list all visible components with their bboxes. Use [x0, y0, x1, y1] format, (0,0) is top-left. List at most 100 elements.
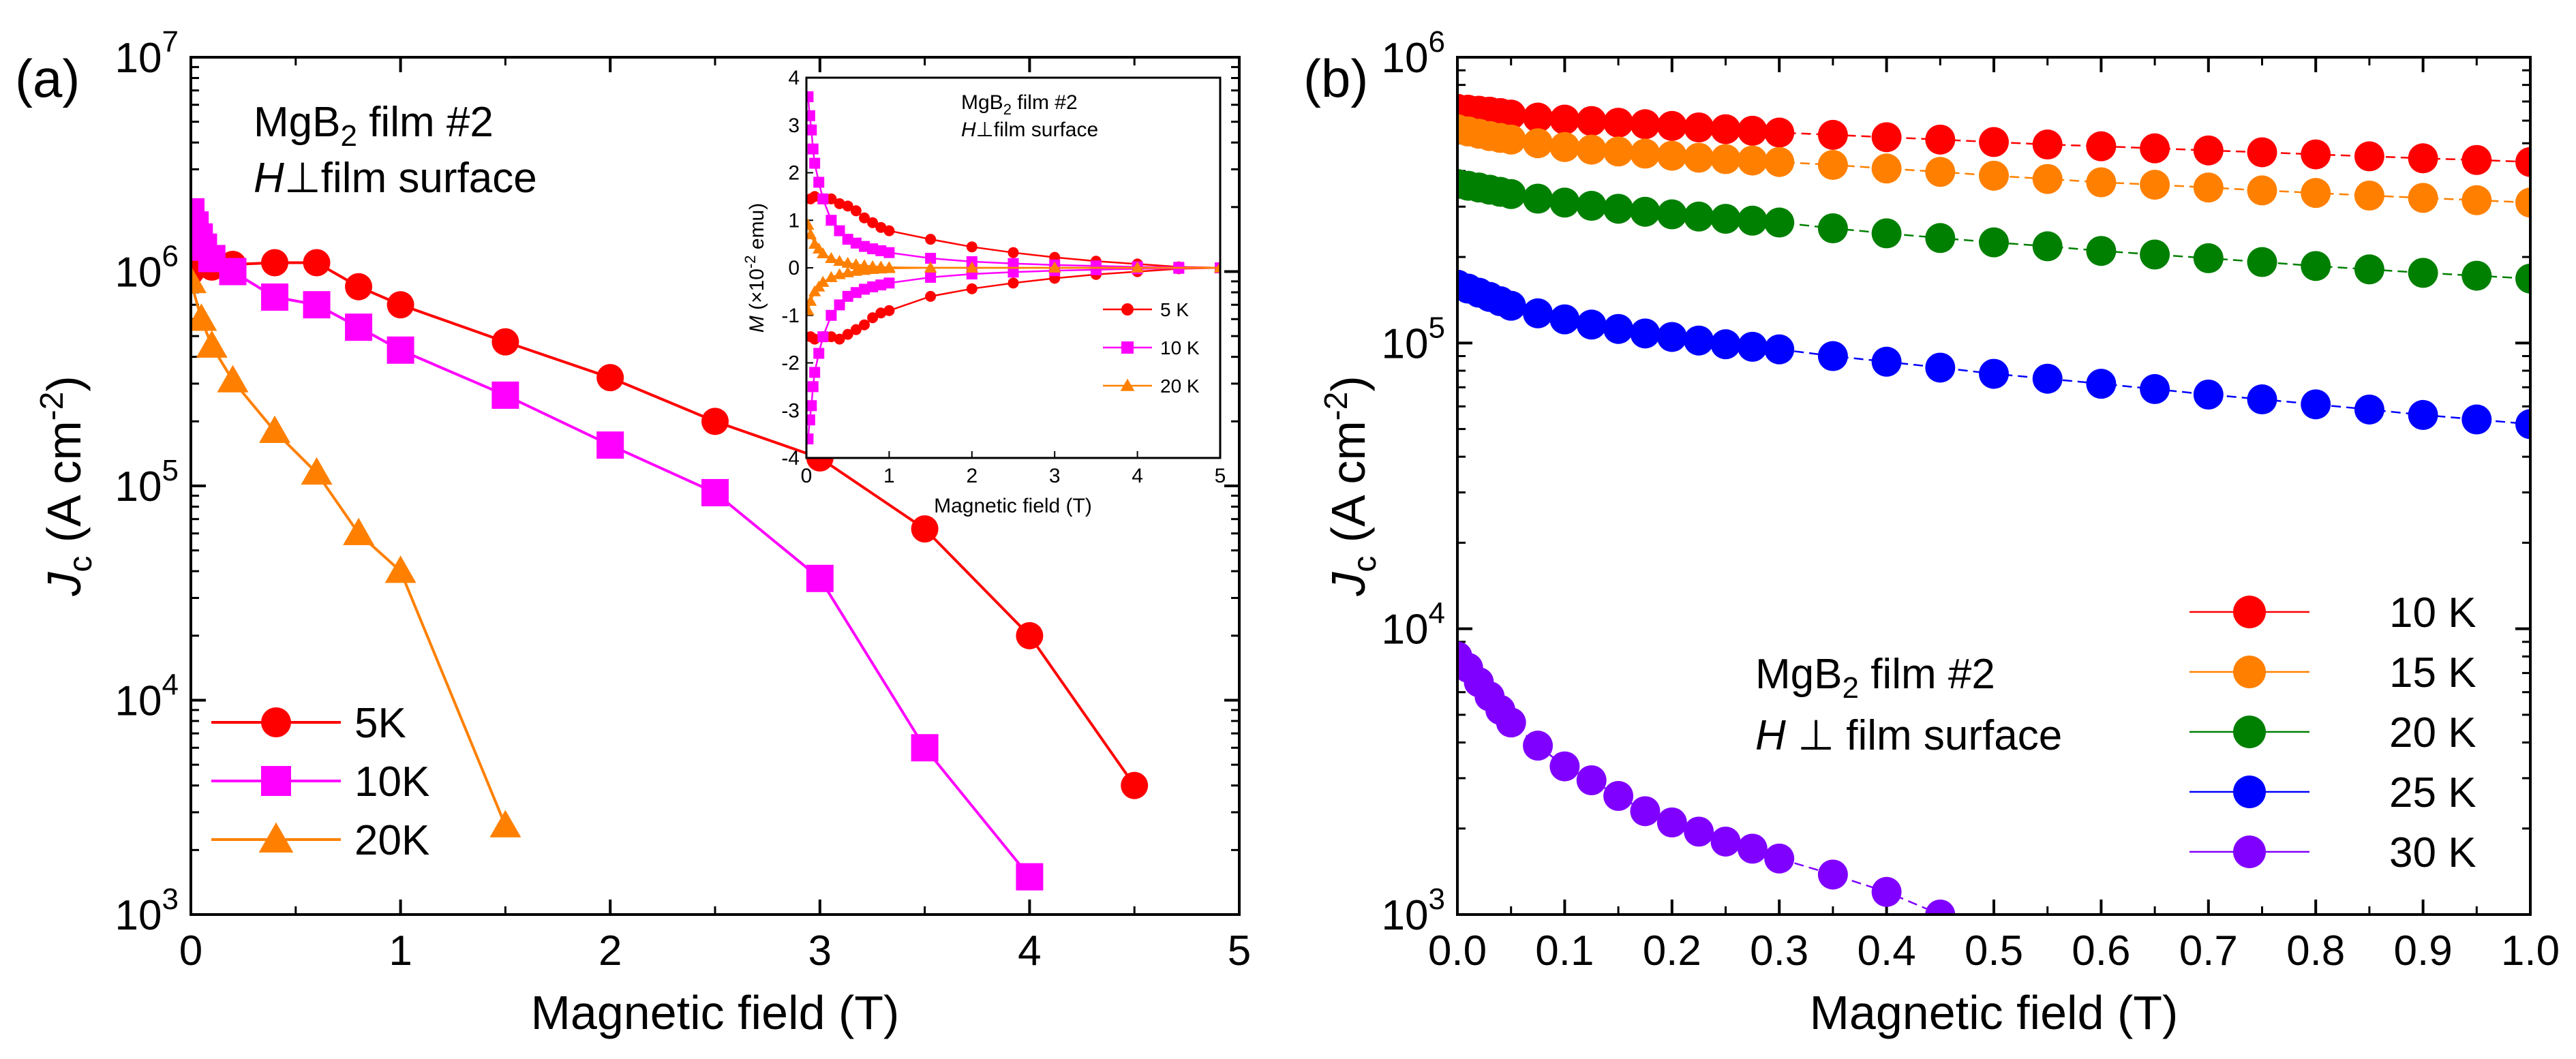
inset-data-point — [817, 331, 829, 343]
panel-b-data-point — [2247, 137, 2277, 168]
inset-data-point — [858, 212, 870, 224]
panel-a-x-tick-label: 4 — [1018, 927, 1041, 974]
inset-data-point — [858, 319, 870, 331]
inset-y-tick-label: -3 — [781, 399, 800, 422]
inset-legend-marker — [1121, 341, 1134, 354]
panel-a-y-tick-label: 107 — [115, 25, 179, 82]
panel-b-y-title-sub: c — [1347, 556, 1383, 572]
panel-a-y-tick-label: 104 — [115, 669, 179, 725]
panel-b-data-point — [2247, 384, 2277, 415]
panel-b-data-point — [1871, 876, 1902, 907]
inset-data-point — [825, 331, 837, 343]
panel-b-x-tick-label: 1.0 — [2501, 927, 2560, 974]
inset-series-20 K — [806, 219, 1220, 316]
inset-data-point — [806, 219, 815, 230]
panel-b-data-point — [1684, 325, 1714, 356]
panel-b-data-point — [1684, 142, 1714, 173]
panel-b-y-tick-label: 105 — [1382, 311, 1445, 367]
panel-a-y-tick-label: 106 — [115, 240, 179, 296]
panel-b-data-point — [1630, 318, 1661, 349]
panel-a-annotation-line1: MgB2 film #2 — [254, 99, 494, 153]
panel-b-data-point — [2193, 243, 2224, 273]
panel-a-data-point — [1121, 771, 1149, 799]
panel-a-legend-entry: 20K — [211, 817, 429, 864]
panel-b-data-point — [1925, 124, 1956, 155]
panel-b-data-point — [2354, 181, 2384, 211]
panel-b-y-title-main: J — [1322, 572, 1375, 597]
panel-b-data-point — [1764, 117, 1795, 148]
panel-b-data-point — [1549, 104, 1580, 135]
panel-b-data-point — [1523, 731, 1554, 761]
panel-b-data-point — [1737, 205, 1768, 236]
panel-b-data-point — [1710, 204, 1741, 234]
inset-data-point — [883, 305, 895, 316]
panel-b-data-point — [1871, 218, 1902, 249]
panel-b-legend-entry: 20 K — [2189, 709, 2476, 756]
inset-y-tick-label: -4 — [781, 447, 800, 470]
panel-a-y-tick-label: 103 — [115, 882, 179, 939]
inset-data-point — [817, 275, 830, 287]
panel-b-data-point — [1737, 115, 1768, 146]
inset-annot-main: MgB — [961, 91, 1003, 114]
panel-b-data-point — [1496, 290, 1526, 321]
inset-data-point — [867, 281, 879, 292]
panel-b-data-point — [1979, 227, 2009, 258]
panel-a-legend: 5K 10K 20K — [211, 700, 429, 864]
panel-b-legend-marker — [2233, 716, 2266, 748]
inset-data-point — [966, 283, 978, 294]
panel-a-annot-main: MgB — [254, 99, 340, 146]
panel-b-data-point — [2515, 263, 2530, 294]
panel-b-y-axis-title: Jc (A cm-2) — [1318, 375, 1383, 596]
panel-b-data-point — [1656, 199, 1687, 230]
panel-b-data-point — [1710, 826, 1741, 857]
panel-b-legend-marker — [2233, 656, 2266, 688]
inset-data-point — [806, 294, 817, 306]
inset-frame — [805, 76, 1222, 459]
panel-a-data-point — [345, 273, 373, 301]
panel-a-data-point — [1016, 621, 1044, 649]
panel-b-legend-label: 30 K — [2389, 829, 2476, 876]
panel-b-data-point — [1684, 816, 1714, 847]
inset-legend-entry: 20 K — [1103, 375, 1200, 397]
panel-b-data-point — [1523, 298, 1554, 328]
panel-b-data-point — [1630, 796, 1661, 827]
panel-a-annot-perp: ⊥film surface — [284, 155, 537, 202]
inset-data-point — [809, 333, 821, 345]
panel-b-data-point — [2140, 239, 2170, 270]
panel-b-data-point — [2032, 129, 2063, 160]
inset-data-point — [925, 271, 937, 283]
panel-b-legend-label: 10 K — [2389, 589, 2476, 636]
inset-data-point — [924, 261, 937, 273]
inset-data-point — [875, 221, 887, 233]
panel-b-data-point — [2193, 172, 2224, 203]
panel-b-data-point — [1603, 313, 1634, 344]
panel-b-data-point — [1710, 114, 1741, 144]
panel-b-x-tick-label: 0.1 — [1535, 927, 1594, 974]
inset-data-point — [806, 228, 817, 240]
panel-b-data-point — [1764, 334, 1795, 365]
inset-data-point — [1048, 261, 1061, 273]
panel-a-y-title-sub: c — [63, 556, 99, 572]
panel-b-legend-marker — [2233, 835, 2266, 868]
panel-b-data-point — [2354, 254, 2384, 285]
panel-b-data-point — [2247, 247, 2277, 277]
panel-a-x-tick-label: 1 — [389, 927, 412, 974]
inset-x-tick-label: 5 — [1215, 465, 1226, 487]
panel-b-x-tick-label: 0.7 — [2179, 927, 2238, 974]
inset-data-point — [883, 262, 896, 273]
panel-b-data-point — [1576, 309, 1607, 340]
panel-b-data-point — [1925, 223, 1956, 254]
inset-data-point — [834, 225, 845, 236]
panel-b-series-30 K — [1457, 641, 1956, 915]
panel-b-data-point — [2086, 131, 2117, 162]
panel-b-data-point — [2461, 404, 2492, 435]
panel-b-data-point — [1925, 157, 1956, 187]
panel-a-legend-label: 10K — [354, 758, 429, 805]
inset-x-tick-label: 3 — [1049, 465, 1061, 487]
panel-a-y-axis-title: Jc (A cm-2) — [34, 375, 99, 596]
panel-b-legend-label: 25 K — [2389, 769, 2476, 816]
inset-legend-marker — [1121, 303, 1134, 316]
panel-a-series-line — [191, 281, 507, 827]
panel-b-data-point — [1764, 207, 1795, 238]
panel-a-data-point — [217, 365, 249, 393]
